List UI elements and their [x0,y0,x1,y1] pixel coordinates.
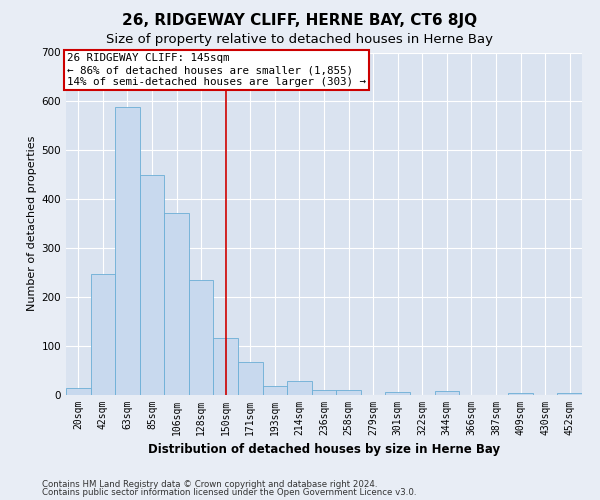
Bar [287,381,312,395]
Bar [238,362,263,395]
Text: Size of property relative to detached houses in Herne Bay: Size of property relative to detached ho… [107,32,493,46]
Bar [434,391,459,395]
Bar [115,108,140,395]
Bar [66,388,91,395]
Bar [189,280,214,395]
Text: 26, RIDGEWAY CLIFF, HERNE BAY, CT6 8JQ: 26, RIDGEWAY CLIFF, HERNE BAY, CT6 8JQ [122,12,478,28]
Bar [312,390,336,395]
Bar [508,392,533,395]
Y-axis label: Number of detached properties: Number of detached properties [28,136,37,312]
Bar [214,338,238,395]
Text: 26 RIDGEWAY CLIFF: 145sqm
← 86% of detached houses are smaller (1,855)
14% of se: 26 RIDGEWAY CLIFF: 145sqm ← 86% of detac… [67,54,366,86]
X-axis label: Distribution of detached houses by size in Herne Bay: Distribution of detached houses by size … [148,444,500,456]
Bar [91,274,115,395]
Bar [164,213,189,395]
Bar [263,386,287,395]
Text: Contains HM Land Registry data © Crown copyright and database right 2024.: Contains HM Land Registry data © Crown c… [42,480,377,489]
Text: Contains public sector information licensed under the Open Government Licence v3: Contains public sector information licen… [42,488,416,497]
Bar [140,176,164,395]
Bar [557,393,582,395]
Bar [336,390,361,395]
Bar [385,392,410,395]
